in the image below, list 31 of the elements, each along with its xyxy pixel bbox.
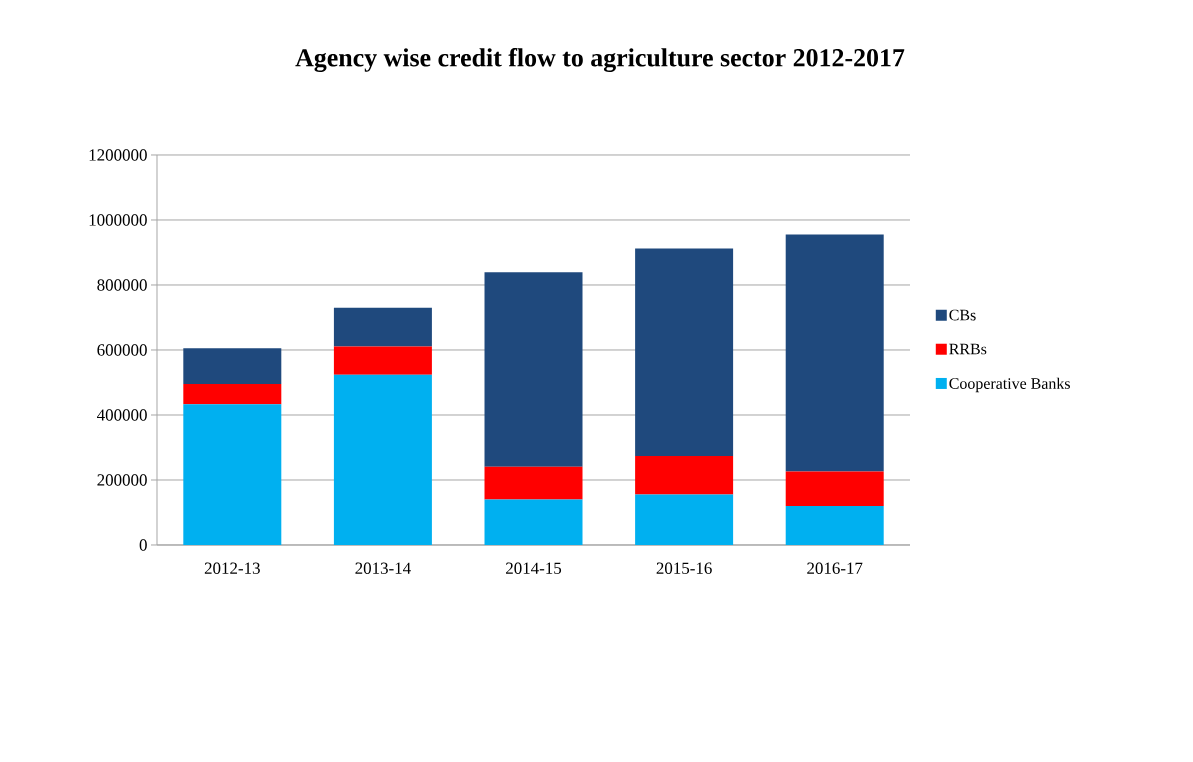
y-tick-label: 200000 [97,474,147,486]
x-tick-label: 2012-13 [204,562,260,574]
y-tick-label: 400000 [97,409,147,421]
legend-label: Cooperative Banks [949,377,1070,393]
bar [183,348,282,385]
bar [333,374,432,545]
y-tick-label: 0 [139,539,147,551]
bar [484,466,583,500]
bar [785,234,884,472]
bar [484,272,583,467]
bar [484,499,583,545]
y-tick-label: 1000000 [89,214,147,226]
x-tick-label: 2015-16 [656,562,712,574]
bar [635,248,734,456]
y-tick-label: 600000 [97,344,147,356]
bar [635,494,734,545]
bar [333,307,432,347]
x-tick-label: 2016-17 [807,562,863,574]
bar [785,471,884,506]
y-tick-label: 800000 [97,279,147,291]
x-tick-label: 2013-14 [355,562,411,574]
y-tick-label: 1200000 [89,149,147,161]
legend-label: CBs [949,309,976,321]
legend-label: RRBs [949,343,987,355]
chart-title: Agency wise credit flow to agriculture sector 2012-2017 [295,48,905,72]
bar [183,404,282,545]
bar [785,505,884,545]
bar [635,455,734,495]
bar [333,346,432,375]
x-tick-label: 2014-15 [506,562,562,574]
bar [183,384,282,405]
